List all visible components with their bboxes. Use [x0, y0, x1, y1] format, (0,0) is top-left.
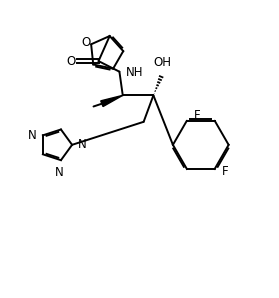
Text: F: F	[222, 165, 228, 178]
Text: N: N	[55, 166, 64, 179]
Polygon shape	[101, 95, 123, 107]
Text: N: N	[28, 129, 37, 142]
Text: O: O	[67, 55, 76, 68]
Text: OH: OH	[153, 56, 171, 69]
Text: F: F	[194, 109, 200, 122]
Text: N: N	[78, 138, 87, 151]
Text: O: O	[81, 36, 91, 49]
Text: NH: NH	[126, 66, 143, 79]
